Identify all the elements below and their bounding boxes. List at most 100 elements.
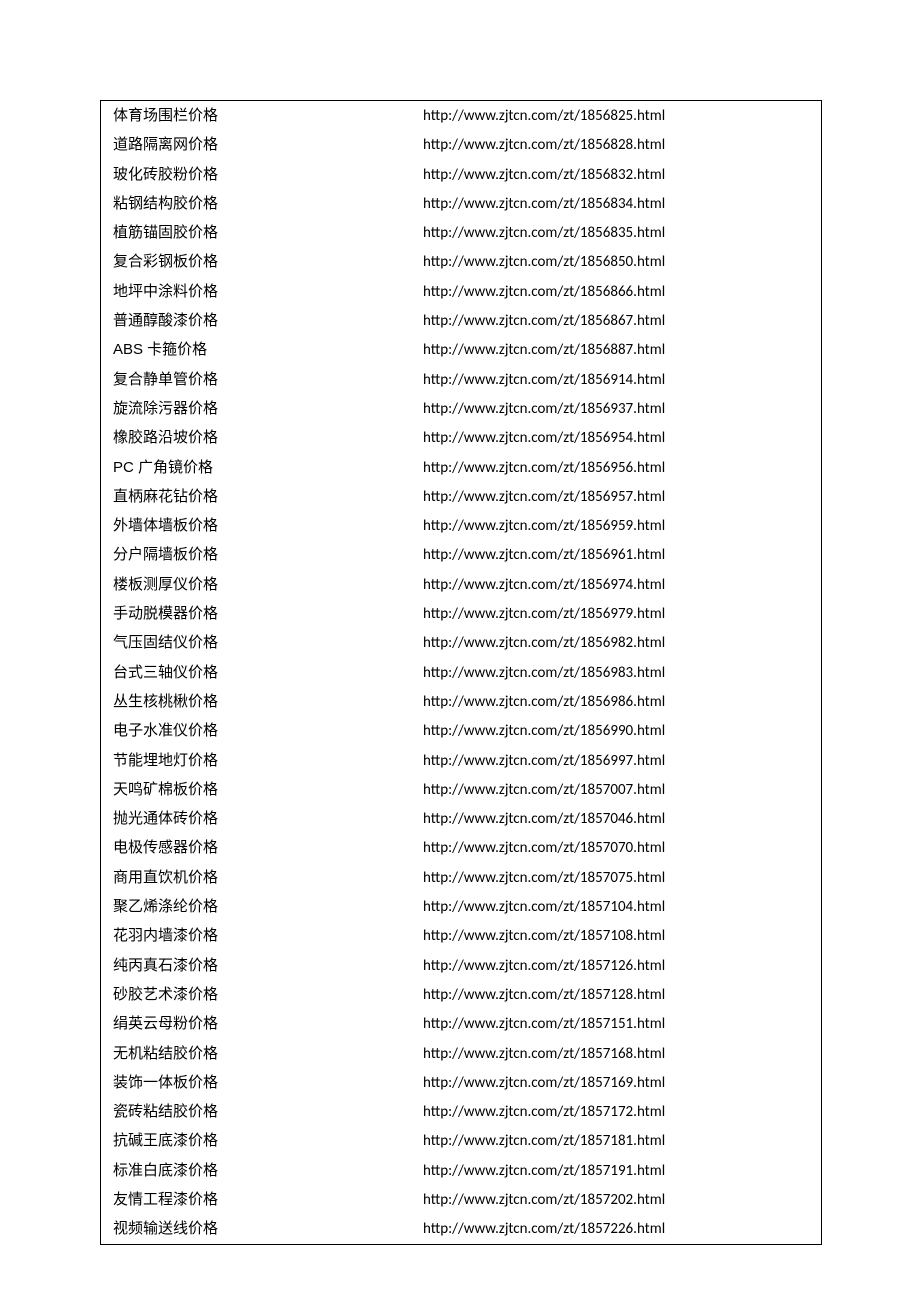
item-url: http://www.zjtcn.com/zt/1856834.html: [423, 190, 809, 219]
table-row: 道路隔离网价格http://www.zjtcn.com/zt/1856828.h…: [101, 130, 821, 159]
table-row: 复合静单管价格http://www.zjtcn.com/zt/1856914.h…: [101, 365, 821, 394]
table-row: PC 广角镜价格http://www.zjtcn.com/zt/1856956.…: [101, 453, 821, 482]
item-url: http://www.zjtcn.com/zt/1857108.html: [423, 922, 809, 951]
table-row: 纯丙真石漆价格http://www.zjtcn.com/zt/1857126.h…: [101, 951, 821, 980]
item-name: 电极传感器价格: [113, 833, 423, 862]
item-url: http://www.zjtcn.com/zt/1856974.html: [423, 571, 809, 600]
item-url: http://www.zjtcn.com/zt/1857191.html: [423, 1157, 809, 1186]
item-url: http://www.zjtcn.com/zt/1856990.html: [423, 717, 809, 746]
item-url: http://www.zjtcn.com/zt/1857226.html: [423, 1215, 809, 1244]
table-row: 电极传感器价格http://www.zjtcn.com/zt/1857070.h…: [101, 833, 821, 862]
table-row: 旋流除污器价格http://www.zjtcn.com/zt/1856937.h…: [101, 394, 821, 423]
item-name: 外墙体墙板价格: [113, 511, 423, 540]
table-row: 瓷砖粘结胶价格http://www.zjtcn.com/zt/1857172.h…: [101, 1097, 821, 1126]
item-name: 纯丙真石漆价格: [113, 951, 423, 980]
document-page: 体育场围栏价格http://www.zjtcn.com/zt/1856825.h…: [0, 0, 920, 1245]
item-url: http://www.zjtcn.com/zt/1856835.html: [423, 219, 809, 248]
item-name: 抗碱王底漆价格: [113, 1126, 423, 1155]
item-name: 粘钢结构胶价格: [113, 189, 423, 218]
item-name: 体育场围栏价格: [113, 101, 423, 130]
item-url: http://www.zjtcn.com/zt/1857126.html: [423, 952, 809, 981]
item-url: http://www.zjtcn.com/zt/1856979.html: [423, 600, 809, 629]
table-row: 抛光通体砖价格http://www.zjtcn.com/zt/1857046.h…: [101, 804, 821, 833]
table-row: 手动脱模器价格http://www.zjtcn.com/zt/1856979.h…: [101, 599, 821, 628]
table-row: 直柄麻花钻价格http://www.zjtcn.com/zt/1856957.h…: [101, 482, 821, 511]
table-row: 橡胶路沿坡价格http://www.zjtcn.com/zt/1856954.h…: [101, 423, 821, 452]
table-row: 普通醇酸漆价格http://www.zjtcn.com/zt/1856867.h…: [101, 306, 821, 335]
item-url: http://www.zjtcn.com/zt/1856825.html: [423, 102, 809, 131]
item-name: 普通醇酸漆价格: [113, 306, 423, 335]
item-url: http://www.zjtcn.com/zt/1856867.html: [423, 307, 809, 336]
item-name: 直柄麻花钻价格: [113, 482, 423, 511]
table-row: 节能埋地灯价格http://www.zjtcn.com/zt/1856997.h…: [101, 746, 821, 775]
item-name: 抛光通体砖价格: [113, 804, 423, 833]
item-url: http://www.zjtcn.com/zt/1856914.html: [423, 366, 809, 395]
item-url: http://www.zjtcn.com/zt/1856959.html: [423, 512, 809, 541]
item-url: http://www.zjtcn.com/zt/1857075.html: [423, 864, 809, 893]
table-row: 抗碱王底漆价格http://www.zjtcn.com/zt/1857181.h…: [101, 1126, 821, 1155]
table-row: ABS 卡箍价格http://www.zjtcn.com/zt/1856887.…: [101, 335, 821, 364]
item-name: 天鸣矿棉板价格: [113, 775, 423, 804]
item-url: http://www.zjtcn.com/zt/1856961.html: [423, 541, 809, 570]
item-url: http://www.zjtcn.com/zt/1857168.html: [423, 1040, 809, 1069]
item-name: 地坪中涂料价格: [113, 277, 423, 306]
item-name: 聚乙烯涤纶价格: [113, 892, 423, 921]
item-name: 楼板测厚仪价格: [113, 570, 423, 599]
item-url: http://www.zjtcn.com/zt/1857070.html: [423, 834, 809, 863]
item-url: http://www.zjtcn.com/zt/1857169.html: [423, 1069, 809, 1098]
table-row: 丛生核桃楸价格http://www.zjtcn.com/zt/1856986.h…: [101, 687, 821, 716]
item-url: http://www.zjtcn.com/zt/1856957.html: [423, 483, 809, 512]
table-row: 分户隔墙板价格http://www.zjtcn.com/zt/1856961.h…: [101, 540, 821, 569]
item-name: 标准白底漆价格: [113, 1156, 423, 1185]
item-name: ABS 卡箍价格: [113, 335, 423, 364]
table-row: 商用直饮机价格http://www.zjtcn.com/zt/1857075.h…: [101, 863, 821, 892]
table-row: 体育场围栏价格http://www.zjtcn.com/zt/1856825.h…: [101, 101, 821, 130]
table-row: 楼板测厚仪价格http://www.zjtcn.com/zt/1856974.h…: [101, 570, 821, 599]
item-url: http://www.zjtcn.com/zt/1857181.html: [423, 1127, 809, 1156]
item-url: http://www.zjtcn.com/zt/1856956.html: [423, 454, 809, 483]
table-row: 友情工程漆价格http://www.zjtcn.com/zt/1857202.h…: [101, 1185, 821, 1214]
table-row: 地坪中涂料价格http://www.zjtcn.com/zt/1856866.h…: [101, 277, 821, 306]
item-url: http://www.zjtcn.com/zt/1857046.html: [423, 805, 809, 834]
table-row: 外墙体墙板价格http://www.zjtcn.com/zt/1856959.h…: [101, 511, 821, 540]
item-name: 分户隔墙板价格: [113, 540, 423, 569]
table-row: 粘钢结构胶价格http://www.zjtcn.com/zt/1856834.h…: [101, 189, 821, 218]
item-name: 道路隔离网价格: [113, 130, 423, 159]
table-row: 砂胶艺术漆价格http://www.zjtcn.com/zt/1857128.h…: [101, 980, 821, 1009]
table-row: 植筋锚固胶价格http://www.zjtcn.com/zt/1856835.h…: [101, 218, 821, 247]
item-url: http://www.zjtcn.com/zt/1856954.html: [423, 424, 809, 453]
table-row: 台式三轴仪价格http://www.zjtcn.com/zt/1856983.h…: [101, 658, 821, 687]
item-name: 复合静单管价格: [113, 365, 423, 394]
item-name: 旋流除污器价格: [113, 394, 423, 423]
item-url: http://www.zjtcn.com/zt/1856828.html: [423, 131, 809, 160]
item-url: http://www.zjtcn.com/zt/1857202.html: [423, 1186, 809, 1215]
item-name: 花羽内墙漆价格: [113, 921, 423, 950]
item-name: PC 广角镜价格: [113, 453, 423, 482]
item-name: 友情工程漆价格: [113, 1185, 423, 1214]
item-url: http://www.zjtcn.com/zt/1856887.html: [423, 336, 809, 365]
table-row: 标准白底漆价格http://www.zjtcn.com/zt/1857191.h…: [101, 1156, 821, 1185]
item-url: http://www.zjtcn.com/zt/1856850.html: [423, 248, 809, 277]
item-url: http://www.zjtcn.com/zt/1856982.html: [423, 629, 809, 658]
item-name: 瓷砖粘结胶价格: [113, 1097, 423, 1126]
table-row: 花羽内墙漆价格http://www.zjtcn.com/zt/1857108.h…: [101, 921, 821, 950]
item-name: 气压固结仪价格: [113, 628, 423, 657]
table-row: 无机粘结胶价格http://www.zjtcn.com/zt/1857168.h…: [101, 1039, 821, 1068]
item-url: http://www.zjtcn.com/zt/1856866.html: [423, 278, 809, 307]
item-name: 橡胶路沿坡价格: [113, 423, 423, 452]
table-row: 气压固结仪价格http://www.zjtcn.com/zt/1856982.h…: [101, 628, 821, 657]
item-url: http://www.zjtcn.com/zt/1857104.html: [423, 893, 809, 922]
table-row: 聚乙烯涤纶价格http://www.zjtcn.com/zt/1857104.h…: [101, 892, 821, 921]
item-url: http://www.zjtcn.com/zt/1856986.html: [423, 688, 809, 717]
item-url: http://www.zjtcn.com/zt/1857128.html: [423, 981, 809, 1010]
table-row: 天鸣矿棉板价格http://www.zjtcn.com/zt/1857007.h…: [101, 775, 821, 804]
table-row: 视频输送线价格http://www.zjtcn.com/zt/1857226.h…: [101, 1214, 821, 1243]
item-name: 电子水准仪价格: [113, 716, 423, 745]
table-row: 装饰一体板价格http://www.zjtcn.com/zt/1857169.h…: [101, 1068, 821, 1097]
item-name: 视频输送线价格: [113, 1214, 423, 1243]
item-url: http://www.zjtcn.com/zt/1856832.html: [423, 161, 809, 190]
item-name: 手动脱模器价格: [113, 599, 423, 628]
item-name: 绢英云母粉价格: [113, 1009, 423, 1038]
table-row: 复合彩钢板价格http://www.zjtcn.com/zt/1856850.h…: [101, 247, 821, 276]
table-row: 玻化砖胶粉价格http://www.zjtcn.com/zt/1856832.h…: [101, 160, 821, 189]
